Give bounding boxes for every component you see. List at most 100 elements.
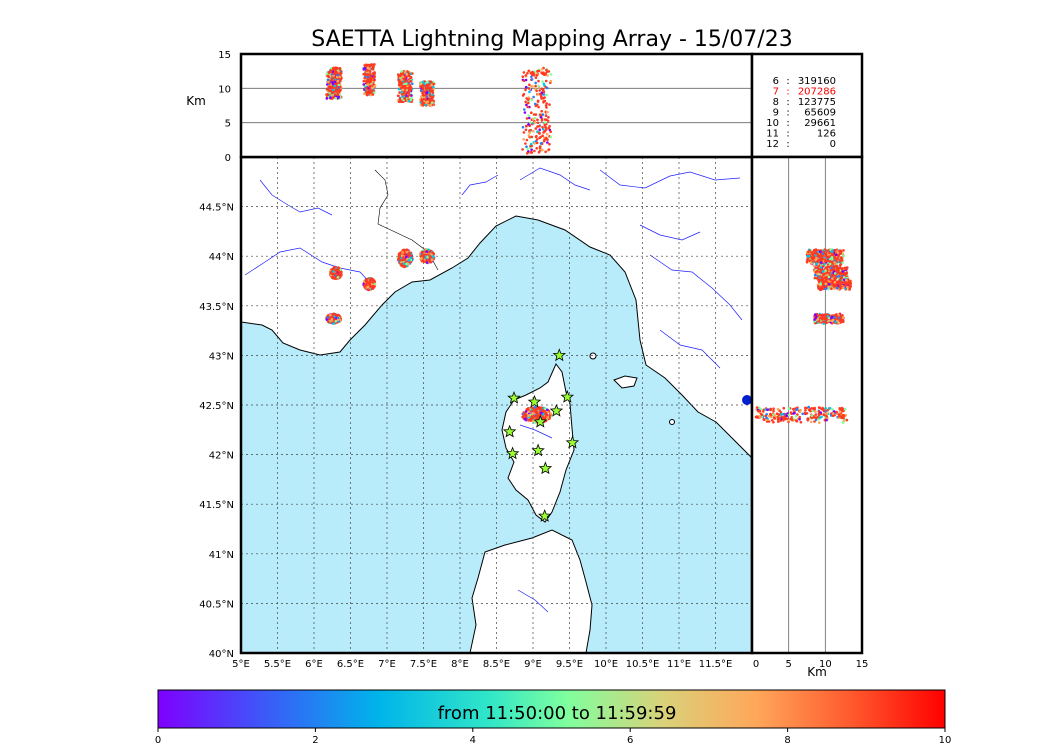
lightning-source-altitude-point [537,79,540,83]
lightning-source-altitude-point [525,152,529,155]
map-xtick-label: 6°E [305,659,323,670]
lightning-source-point [402,256,405,259]
station-star-icon [549,403,564,417]
lightning-source-point [371,281,375,284]
station-star-icon [537,508,552,522]
station-count-row: 11:126 [766,129,836,140]
lightning-source-side-point [817,413,821,417]
lightning-source-side-point [758,409,762,413]
altitude-axis-label: Km [186,94,206,108]
lightning-source-side-point [827,259,830,263]
lightning-source-altitude-point [549,73,553,76]
lightning-source-side-point [825,418,828,422]
lightning-source-side-point [831,315,834,319]
map-ytick-label: 40.5°N [199,599,234,610]
lightning-source-side-point [762,417,766,421]
colorbar: from 11:50:00 to 11:59:59 0 2 4 6 8 10 [155,689,951,746]
source-count: 0 [830,139,836,150]
lightning-source-side-point [839,252,842,256]
lightning-source-altitude-point [430,83,433,87]
lightning-source-point [533,410,536,413]
lightning-source-point [546,416,549,419]
source-count: 123775 [798,97,836,108]
lightning-source-side-point [826,273,829,277]
lightning-source-altitude-point [400,97,404,100]
station-number: 7 [773,87,779,98]
lightning-source-altitude-point [329,67,333,70]
station-number: 10 [766,118,779,129]
station-separator: : [786,108,789,119]
lightning-source-side-point [828,319,831,323]
lightning-source-point [527,414,531,417]
lightning-source-side-point [841,267,844,270]
lightning-source-altitude-point [407,86,410,90]
lightning-source-side-point [828,282,831,286]
lightning-source-point [403,264,407,268]
lightning-source-side-point [814,248,818,251]
lightning-source-side-point [814,416,817,419]
lightning-source-altitude-point [548,125,551,128]
lightning-source-altitude-point [531,85,534,88]
lightning-source-altitude-point [539,113,543,117]
lightning-source-altitude-point [334,96,338,100]
lightning-source-altitude-point [525,145,528,148]
lightning-source-point [531,412,534,415]
lightning-source-point [425,261,429,264]
altitude-lightning-sources [325,63,553,155]
lightning-source-point [408,252,411,256]
lightning-source-altitude-point [541,134,544,137]
lightning-source-side-point [836,251,840,254]
lightning-source-point [425,250,429,254]
lightning-source-altitude-point [373,84,377,88]
lightning-source-side-point [818,250,822,254]
lightning-source-altitude-point [538,128,541,131]
lightning-source-altitude-point [333,76,337,79]
lightning-source-altitude-point [327,85,331,89]
lightning-source-altitude-point [526,147,529,151]
lightning-source-altitude-point [408,83,412,87]
lightning-source-altitude-point [522,79,526,82]
station-separator: : [786,118,789,129]
lightning-source-altitude-point [408,93,411,97]
lightning-source-point [333,266,336,269]
lightning-source-side-point [816,285,820,288]
lightning-source-side-point [840,416,843,420]
lightning-source-side-point [818,406,821,410]
lightning-source-point [523,417,527,421]
lightning-source-side-point [836,317,839,321]
lightning-source-side-point [787,419,791,422]
lightning-source-altitude-point [367,89,370,93]
distant-source-cluster [742,395,752,405]
lightning-source-altitude-point [400,86,403,90]
lightning-source-altitude-point [362,79,366,83]
lightning-source-side-point [795,419,799,423]
lightning-source-side-point [830,287,833,291]
station-count-row: 7:207286 [773,87,836,98]
lightning-source-altitude-point [549,130,552,134]
lightning-source-altitude-point [544,73,547,76]
lightning-source-altitude-point [429,94,432,98]
lightning-source-altitude-point [536,121,540,125]
lightning-source-altitude-point [405,94,408,97]
map-xtick-label: 9°E [524,659,542,670]
lightning-source-altitude-point [327,75,331,79]
lightning-source-point [398,254,402,258]
lightning-source-side-point [832,285,836,288]
station-star-icon [552,348,567,362]
lightning-source-point [409,256,413,260]
lightning-source-point [538,408,541,411]
lightning-source-side-point [799,420,803,424]
colorbar-label: from 11:50:00 to 11:59:59 [438,703,677,724]
lightning-source-side-point [828,262,832,266]
lightning-source-side-point [841,421,845,424]
lightning-source-altitude-point [535,141,539,145]
lightning-source-altitude-point [364,86,368,90]
lightning-source-altitude-point [370,63,374,66]
station-count-row: 8:123775 [773,97,836,108]
lightning-source-side-point [808,259,812,262]
lightning-source-altitude-point [402,72,405,75]
lightning-source-side-point [841,286,845,290]
altitude-gridlines [241,87,752,124]
lightning-source-altitude-point [430,101,434,104]
lightning-source-altitude-point [365,69,369,72]
